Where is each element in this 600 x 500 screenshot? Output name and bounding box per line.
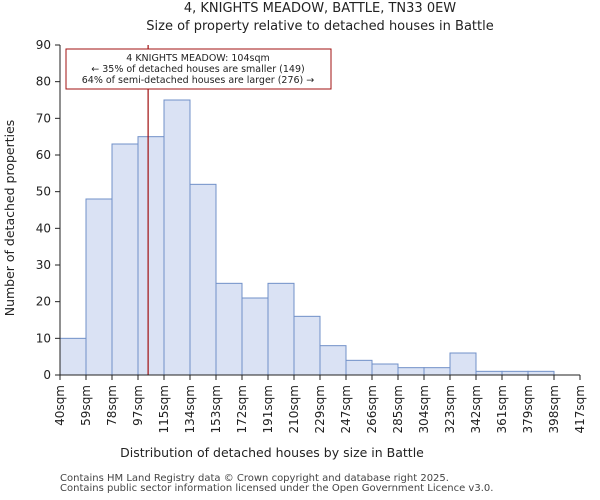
- annotation-line-3: 64% of semi-detached houses are larger (…: [82, 75, 315, 86]
- bar-115sqm: [163, 99, 191, 376]
- chart-title: 4, KNIGHTS MEADOW, BATTLE, TN33 0EW: [184, 1, 456, 16]
- y-tick-label: 0: [43, 368, 51, 382]
- bar-266sqm: [371, 363, 399, 376]
- bar-191sqm: [267, 282, 295, 376]
- y-tick-label: 90: [36, 38, 51, 52]
- x-tick-label: 134sqm: [183, 385, 197, 433]
- x-tick-label: 153sqm: [209, 385, 223, 433]
- bar-134sqm: [189, 183, 217, 376]
- y-axis-label: Number of detached properties: [2, 120, 17, 317]
- y-tick-label: 30: [36, 258, 51, 272]
- footer-line-2: Contains public sector information licen…: [60, 483, 494, 494]
- x-tick-label: 304sqm: [417, 385, 431, 433]
- x-tick-label: 172sqm: [235, 385, 249, 433]
- x-tick-label: 97sqm: [131, 385, 145, 426]
- footer-line-1: Contains HM Land Registry data © Crown c…: [60, 473, 449, 484]
- x-tick-label: 266sqm: [365, 385, 379, 433]
- x-tick-label: 247sqm: [339, 385, 353, 433]
- x-tick-label: 78sqm: [105, 385, 119, 426]
- bar-97sqm: [137, 136, 165, 376]
- bar-229sqm: [319, 345, 347, 376]
- x-tick-label: 398sqm: [547, 385, 561, 433]
- bar-361sqm: [501, 370, 529, 376]
- bar-285sqm: [397, 367, 425, 376]
- annotation-line-1: 4 KNIGHTS MEADOW: 104sqm: [126, 53, 269, 64]
- x-tick-label: 210sqm: [287, 385, 301, 433]
- x-tick-label: 323sqm: [443, 385, 457, 433]
- y-ticks: 0 10 20 30 40 50 60 70 80 90: [36, 38, 60, 382]
- y-tick-label: 80: [36, 75, 51, 89]
- bar-342sqm: [475, 370, 503, 376]
- x-ticks: 40sqm 59sqm 78sqm 97sqm 115sqm 134sqm 153sqm 17…: [53, 375, 587, 433]
- bar-153sqm: [215, 282, 243, 376]
- x-tick-label: 361sqm: [495, 385, 509, 433]
- x-tick-label: 342sqm: [469, 385, 483, 433]
- annotation-line-2: ← 35% of detached houses are smaller (14…: [91, 64, 304, 75]
- x-tick-label: 191sqm: [261, 385, 275, 433]
- x-tick-label: 229sqm: [313, 385, 327, 433]
- bar-172sqm: [241, 297, 269, 376]
- y-tick-label: 50: [36, 185, 51, 199]
- bar-59sqm: [85, 198, 113, 376]
- x-tick-label: 59sqm: [79, 385, 93, 426]
- bar-247sqm: [345, 359, 373, 376]
- x-tick-label: 285sqm: [391, 385, 405, 433]
- bar-379sqm: [527, 370, 555, 376]
- y-tick-label: 40: [36, 221, 51, 235]
- y-tick-label: 20: [36, 295, 51, 309]
- y-tick-label: 60: [36, 148, 51, 162]
- x-tick-label: 379sqm: [521, 385, 535, 433]
- bars-group: [59, 99, 555, 376]
- bar-78sqm: [111, 143, 139, 376]
- bar-210sqm: [293, 315, 321, 376]
- x-axis-label: Distribution of detached houses by size …: [120, 445, 424, 460]
- annotation-box: 4 KNIGHTS MEADOW: 104sqm ← 35% of detach…: [65, 48, 332, 90]
- chart-subtitle: Size of property relative to detached ho…: [146, 19, 493, 34]
- x-tick-label: 417sqm: [573, 385, 587, 433]
- y-tick-label: 70: [36, 111, 51, 125]
- x-tick-label: 40sqm: [53, 385, 67, 426]
- x-tick-label: 115sqm: [157, 385, 171, 433]
- annotation-frame: [65, 48, 332, 90]
- bar-323sqm: [449, 352, 477, 376]
- y-tick-label: 10: [36, 331, 51, 345]
- bar-304sqm: [423, 367, 451, 376]
- bar-40sqm: [59, 337, 87, 376]
